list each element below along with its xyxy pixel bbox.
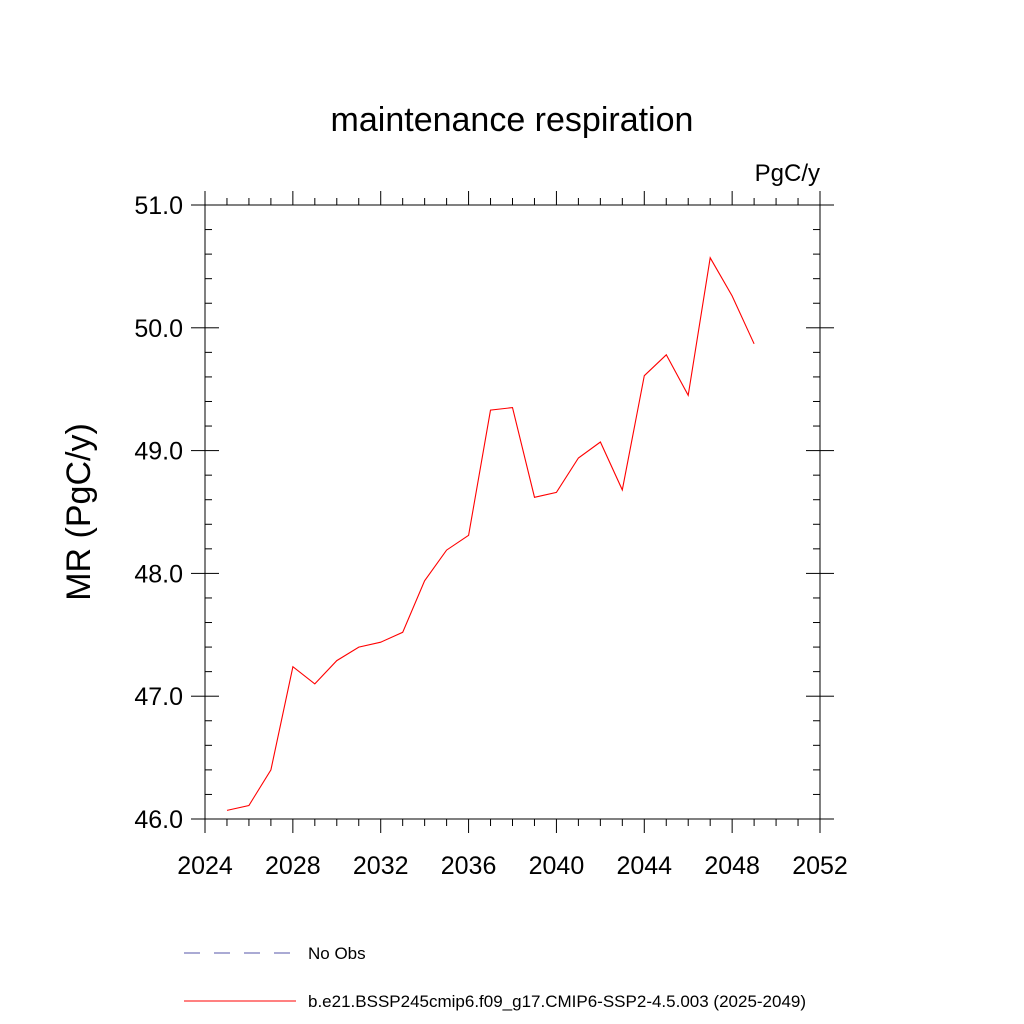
series-lines: [226, 256, 755, 811]
y-tick-label: 47.0: [134, 683, 183, 711]
y-tick-label: 51.0: [134, 192, 183, 220]
x-tick-label: 2052: [792, 852, 848, 880]
axis-tick-labels: 2024 2028 2032 2036 2040 2044 2048 2052 46.0 47.0…: [134, 192, 847, 880]
x-tick-label: 2048: [704, 852, 760, 880]
series-line: [226, 256, 755, 811]
axis-ticks: [191, 191, 834, 833]
legend-label: No Obs: [308, 944, 366, 963]
units-label: PgC/y: [755, 160, 820, 187]
chart-title: maintenance respiration: [331, 101, 694, 139]
y-tick-label: 50.0: [134, 315, 183, 343]
x-tick-label: 2028: [265, 852, 321, 880]
x-tick-label: 2032: [353, 852, 409, 880]
y-tick-label: 46.0: [134, 806, 183, 834]
plot-frame: [204, 204, 821, 820]
legend-label: b.e21.BSSP245cmip6.f09_g17.CMIP6-SSP2-4.…: [308, 992, 806, 1011]
y-tick-label: 49.0: [134, 438, 183, 466]
legend: No Obs b.e21.BSSP245cmip6.f09_g17.CMIP6-S…: [184, 944, 806, 1011]
x-tick-label: 2036: [441, 852, 497, 880]
y-tick-label: 48.0: [134, 560, 183, 588]
x-tick-label: 2024: [177, 852, 233, 880]
y-axis-label: MR (PgC/y): [60, 423, 98, 601]
x-tick-label: 2044: [616, 852, 672, 880]
x-tick-label: 2040: [529, 852, 585, 880]
